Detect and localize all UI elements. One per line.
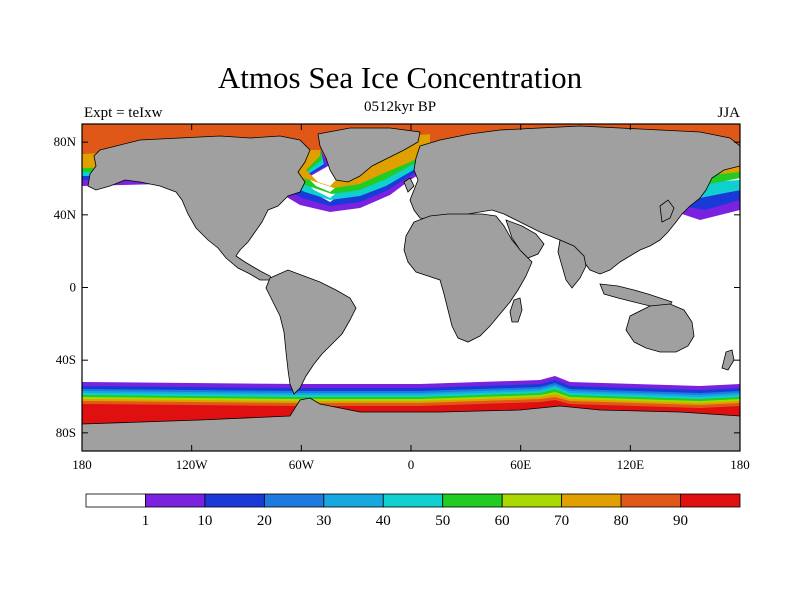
colorbar-swatch <box>204 493 265 508</box>
lat-tick-label: 40N <box>54 207 77 222</box>
lat-tick-label: 80N <box>54 134 77 149</box>
map-area <box>82 124 740 451</box>
season-label: JJA <box>717 105 740 121</box>
colorbar-swatch <box>85 493 146 508</box>
lon-tick-label: 60W <box>289 457 315 472</box>
longitude-axis: 180 120W 60W 0 60E 120E 180 <box>72 124 750 472</box>
colorbar-swatch <box>382 493 444 508</box>
colorbar-label: 80 <box>614 513 629 529</box>
colorbar-swatch <box>501 493 563 508</box>
colorbar-swatch <box>323 493 384 508</box>
colorbar-label: 40 <box>376 513 391 529</box>
greenland <box>317 127 421 183</box>
colorbar-label: 10 <box>197 513 212 529</box>
lon-tick-label: 0 <box>408 457 415 472</box>
lon-tick-label: 180 <box>730 457 750 472</box>
colorbar-swatch <box>561 493 622 508</box>
colorbar-label: 50 <box>435 513 450 529</box>
madagascar <box>509 297 523 323</box>
british-isles <box>403 177 415 193</box>
south-america <box>265 269 357 395</box>
colorbar-label: 20 <box>257 513 272 529</box>
colorbar: 1 10 20 30 40 50 60 70 80 90 <box>85 493 741 529</box>
latitude-axis: 80N 40N 0 40S 80S <box>54 134 740 440</box>
colorbar-swatch <box>680 493 741 508</box>
colorbar-swatch <box>620 493 681 508</box>
lon-tick-label: 120E <box>617 457 645 472</box>
north-america <box>87 135 311 281</box>
plot-title: Atmos Sea Ice Concentration <box>217 60 583 95</box>
lat-tick-label: 40S <box>56 352 76 367</box>
plot-subtitle: 0512kyr BP <box>363 99 437 115</box>
land-masses <box>82 125 740 451</box>
lon-tick-label: 120W <box>176 457 209 472</box>
experiment-label: Expt = teIxw <box>84 105 163 121</box>
lat-tick-label: 0 <box>70 280 77 295</box>
antarctica <box>82 397 740 451</box>
lat-tick-label: 80S <box>56 425 76 440</box>
colorbar-swatch <box>442 493 503 508</box>
colorbar-label: 90 <box>673 513 688 529</box>
colorbar-label: 60 <box>495 513 510 529</box>
australia <box>625 303 695 353</box>
lon-tick-label: 180 <box>72 457 92 472</box>
colorbar-swatch <box>263 493 325 508</box>
colorbar-swatch <box>145 493 206 508</box>
japan <box>659 199 675 223</box>
lon-tick-label: 60E <box>510 457 531 472</box>
arabia <box>505 219 545 259</box>
colorbar-label: 1 <box>142 513 150 529</box>
india <box>557 239 587 289</box>
africa <box>403 213 533 343</box>
new-zealand <box>721 349 735 371</box>
colorbar-label: 70 <box>554 513 569 529</box>
colorbar-label: 30 <box>316 513 331 529</box>
